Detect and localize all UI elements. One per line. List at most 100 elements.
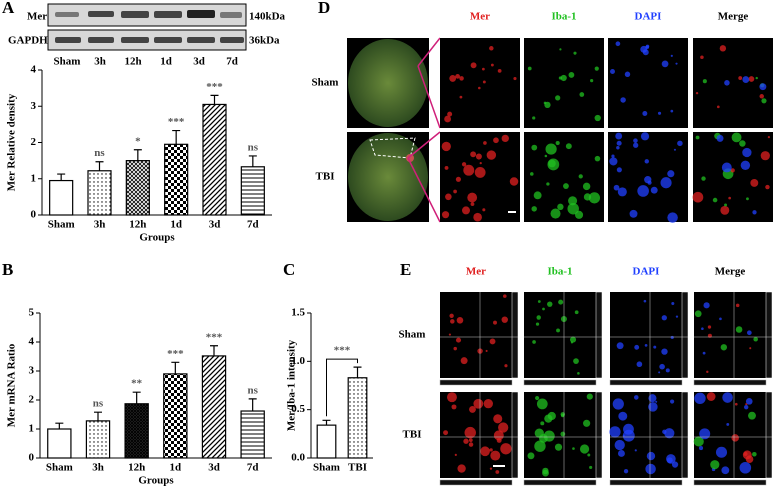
cell xyxy=(532,340,536,344)
cell xyxy=(693,436,704,447)
cell xyxy=(482,67,485,71)
cell xyxy=(765,184,770,190)
cell xyxy=(730,168,735,173)
micrograph xyxy=(693,38,773,128)
error-bar xyxy=(248,398,257,412)
y-tick-label: 0 xyxy=(29,452,35,464)
x-tick-label: 3h xyxy=(94,219,106,231)
cell xyxy=(699,428,711,440)
cell xyxy=(443,430,449,436)
cell xyxy=(540,421,545,426)
y-tick-label: 1 xyxy=(29,423,35,435)
cell xyxy=(450,319,455,324)
cell xyxy=(706,392,716,401)
crosshair xyxy=(694,292,772,378)
cell xyxy=(694,392,706,405)
bar xyxy=(201,355,227,459)
cell xyxy=(719,45,727,52)
cell xyxy=(645,45,650,50)
error-bar xyxy=(172,129,181,145)
cell xyxy=(642,49,649,56)
bar xyxy=(85,420,111,459)
cell xyxy=(478,86,481,90)
cell xyxy=(664,428,675,439)
cell xyxy=(574,310,579,315)
cell xyxy=(554,443,563,451)
cell xyxy=(536,315,541,320)
cell xyxy=(670,54,673,57)
cell xyxy=(748,411,756,420)
cell xyxy=(702,351,706,355)
cell xyxy=(473,212,482,222)
cell xyxy=(570,336,577,343)
y-tick-label: 0.0 xyxy=(291,452,305,464)
cell xyxy=(746,330,752,336)
cell xyxy=(610,69,615,74)
cell xyxy=(578,174,583,179)
y-tick-label: 3 xyxy=(29,365,35,377)
cell xyxy=(617,187,627,197)
cell xyxy=(677,140,683,147)
cell xyxy=(616,140,622,146)
cell xyxy=(559,48,562,51)
bar xyxy=(163,373,188,459)
significance: ns xyxy=(94,147,105,159)
cell xyxy=(573,51,577,55)
cell xyxy=(464,426,476,439)
cell xyxy=(742,76,750,84)
cell xyxy=(534,428,544,438)
cell xyxy=(463,164,475,176)
cell xyxy=(734,402,738,406)
ortho-strip xyxy=(511,391,519,479)
cell xyxy=(467,192,478,203)
row-label: Sham xyxy=(399,329,426,341)
cell xyxy=(633,138,638,143)
error-bar xyxy=(171,361,180,374)
cell xyxy=(504,364,508,368)
micrograph xyxy=(524,132,604,222)
cell xyxy=(700,55,704,60)
cell xyxy=(698,446,704,451)
cell xyxy=(577,372,580,375)
ortho-strip xyxy=(523,379,597,386)
cell xyxy=(480,446,490,457)
cell xyxy=(588,192,601,204)
cell xyxy=(750,179,759,187)
cell xyxy=(670,109,674,113)
cell xyxy=(755,76,758,80)
cell xyxy=(724,203,728,207)
cell xyxy=(555,141,560,146)
cell xyxy=(455,176,461,182)
cell xyxy=(534,440,546,452)
ortho-strip xyxy=(439,379,513,386)
crosshair xyxy=(610,292,688,378)
y-tick-label: 0.5 xyxy=(291,403,305,415)
cell xyxy=(703,302,710,309)
cell xyxy=(661,348,668,355)
cell xyxy=(695,91,699,95)
cell xyxy=(444,165,449,170)
bar xyxy=(49,179,74,216)
row-label: TBI xyxy=(316,171,335,183)
cell xyxy=(739,140,746,147)
error-bar xyxy=(248,155,257,167)
cell xyxy=(547,158,560,171)
channel-label: Merge xyxy=(715,266,746,278)
cell xyxy=(454,453,457,456)
y-tick-label: 4 xyxy=(29,336,35,348)
cell xyxy=(563,183,569,189)
cell xyxy=(731,132,742,143)
bar xyxy=(240,166,265,216)
cell xyxy=(609,426,621,438)
ortho-strip xyxy=(595,291,603,379)
cell xyxy=(759,94,764,99)
ortho-strip xyxy=(765,391,773,479)
x-tick-label: Sham xyxy=(46,462,73,474)
significance: ns xyxy=(247,384,258,396)
cell xyxy=(748,76,755,82)
cell xyxy=(722,392,733,403)
ortho-strip xyxy=(693,479,767,486)
cell xyxy=(667,212,678,223)
cell xyxy=(657,111,662,115)
cell xyxy=(738,76,743,80)
